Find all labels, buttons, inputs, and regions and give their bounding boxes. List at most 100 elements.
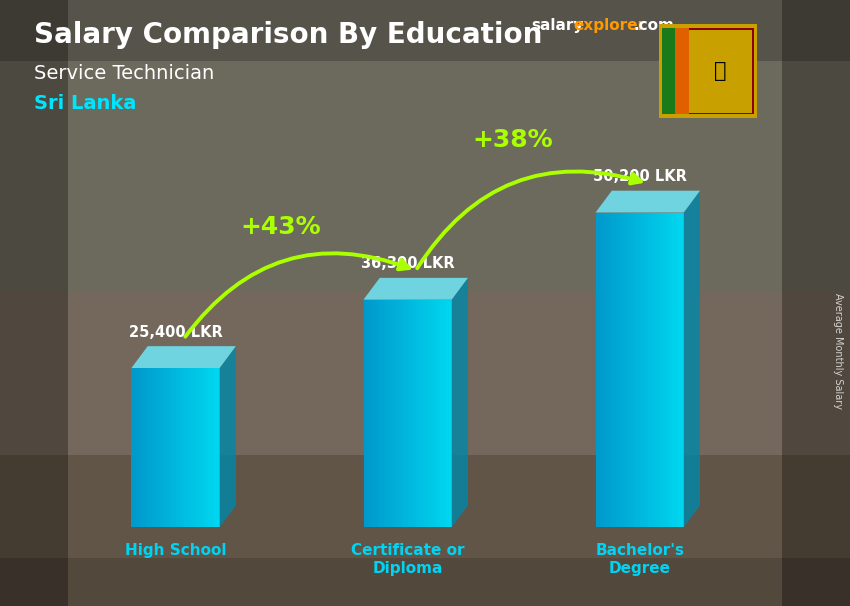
Polygon shape bbox=[619, 213, 622, 527]
Polygon shape bbox=[654, 213, 657, 527]
Polygon shape bbox=[372, 299, 375, 527]
Polygon shape bbox=[202, 368, 205, 527]
Polygon shape bbox=[443, 299, 445, 527]
Polygon shape bbox=[205, 368, 208, 527]
Bar bbox=[661, 28, 675, 115]
Polygon shape bbox=[132, 368, 134, 527]
Text: +43%: +43% bbox=[241, 215, 321, 239]
Polygon shape bbox=[370, 299, 372, 527]
Polygon shape bbox=[683, 191, 700, 527]
Polygon shape bbox=[634, 213, 637, 527]
Polygon shape bbox=[146, 368, 149, 527]
Text: salary: salary bbox=[531, 18, 584, 33]
Polygon shape bbox=[381, 299, 384, 527]
Polygon shape bbox=[419, 299, 422, 527]
Polygon shape bbox=[649, 213, 651, 527]
Polygon shape bbox=[616, 213, 619, 527]
Polygon shape bbox=[672, 213, 675, 527]
Polygon shape bbox=[449, 299, 451, 527]
Polygon shape bbox=[396, 299, 399, 527]
Bar bbox=[675, 28, 688, 115]
Polygon shape bbox=[405, 299, 408, 527]
Polygon shape bbox=[364, 278, 468, 299]
Polygon shape bbox=[681, 213, 683, 527]
Text: +38%: +38% bbox=[473, 128, 553, 152]
Polygon shape bbox=[413, 299, 416, 527]
Polygon shape bbox=[140, 368, 143, 527]
Polygon shape bbox=[643, 213, 645, 527]
Polygon shape bbox=[431, 299, 434, 527]
Polygon shape bbox=[637, 213, 640, 527]
Polygon shape bbox=[451, 278, 468, 527]
Text: 25,400 LKR: 25,400 LKR bbox=[128, 325, 223, 339]
Polygon shape bbox=[613, 213, 616, 527]
Polygon shape bbox=[199, 368, 202, 527]
Polygon shape bbox=[213, 368, 217, 527]
Polygon shape bbox=[628, 213, 631, 527]
Polygon shape bbox=[645, 213, 649, 527]
Polygon shape bbox=[161, 368, 164, 527]
Polygon shape bbox=[138, 368, 140, 527]
Polygon shape bbox=[598, 213, 602, 527]
Polygon shape bbox=[596, 191, 700, 213]
Text: 36,300 LKR: 36,300 LKR bbox=[360, 256, 455, 271]
Polygon shape bbox=[651, 213, 654, 527]
Polygon shape bbox=[176, 368, 178, 527]
Polygon shape bbox=[663, 213, 666, 527]
Polygon shape bbox=[190, 368, 193, 527]
Polygon shape bbox=[610, 213, 613, 527]
Polygon shape bbox=[366, 299, 370, 527]
Polygon shape bbox=[149, 368, 152, 527]
Text: Service Technician: Service Technician bbox=[34, 64, 214, 82]
Bar bbox=[0, 0, 850, 291]
Polygon shape bbox=[408, 299, 411, 527]
Polygon shape bbox=[425, 299, 428, 527]
Polygon shape bbox=[437, 299, 440, 527]
Polygon shape bbox=[596, 213, 598, 527]
Polygon shape bbox=[219, 346, 235, 527]
Polygon shape bbox=[134, 368, 138, 527]
Polygon shape bbox=[411, 299, 413, 527]
Polygon shape bbox=[184, 368, 187, 527]
Polygon shape bbox=[428, 299, 431, 527]
Polygon shape bbox=[132, 346, 235, 368]
Text: explorer: explorer bbox=[574, 18, 646, 33]
Polygon shape bbox=[187, 368, 190, 527]
Polygon shape bbox=[669, 213, 672, 527]
Polygon shape bbox=[164, 368, 167, 527]
Text: 🦁: 🦁 bbox=[714, 61, 727, 81]
Polygon shape bbox=[657, 213, 660, 527]
Polygon shape bbox=[399, 299, 402, 527]
Polygon shape bbox=[170, 368, 173, 527]
Text: Sri Lanka: Sri Lanka bbox=[34, 94, 136, 113]
Text: Salary Comparison By Education: Salary Comparison By Education bbox=[34, 21, 542, 49]
Text: .com: .com bbox=[633, 18, 674, 33]
Polygon shape bbox=[378, 299, 381, 527]
Polygon shape bbox=[402, 299, 405, 527]
Polygon shape bbox=[666, 213, 669, 527]
Polygon shape bbox=[422, 299, 425, 527]
Bar bbox=[0, 291, 850, 454]
Polygon shape bbox=[607, 213, 610, 527]
Bar bbox=[0, 558, 850, 606]
Polygon shape bbox=[631, 213, 634, 527]
Polygon shape bbox=[196, 368, 199, 527]
Polygon shape bbox=[625, 213, 628, 527]
Bar bbox=[0, 0, 68, 606]
Polygon shape bbox=[387, 299, 390, 527]
Polygon shape bbox=[158, 368, 161, 527]
Polygon shape bbox=[152, 368, 155, 527]
Polygon shape bbox=[193, 368, 196, 527]
Polygon shape bbox=[640, 213, 643, 527]
Bar bbox=[0, 454, 850, 606]
Polygon shape bbox=[167, 368, 170, 527]
Polygon shape bbox=[434, 299, 437, 527]
Text: Average Monthly Salary: Average Monthly Salary bbox=[833, 293, 843, 410]
Polygon shape bbox=[211, 368, 213, 527]
Polygon shape bbox=[155, 368, 158, 527]
Polygon shape bbox=[384, 299, 387, 527]
Polygon shape bbox=[208, 368, 211, 527]
Polygon shape bbox=[393, 299, 396, 527]
Polygon shape bbox=[416, 299, 419, 527]
Polygon shape bbox=[181, 368, 184, 527]
